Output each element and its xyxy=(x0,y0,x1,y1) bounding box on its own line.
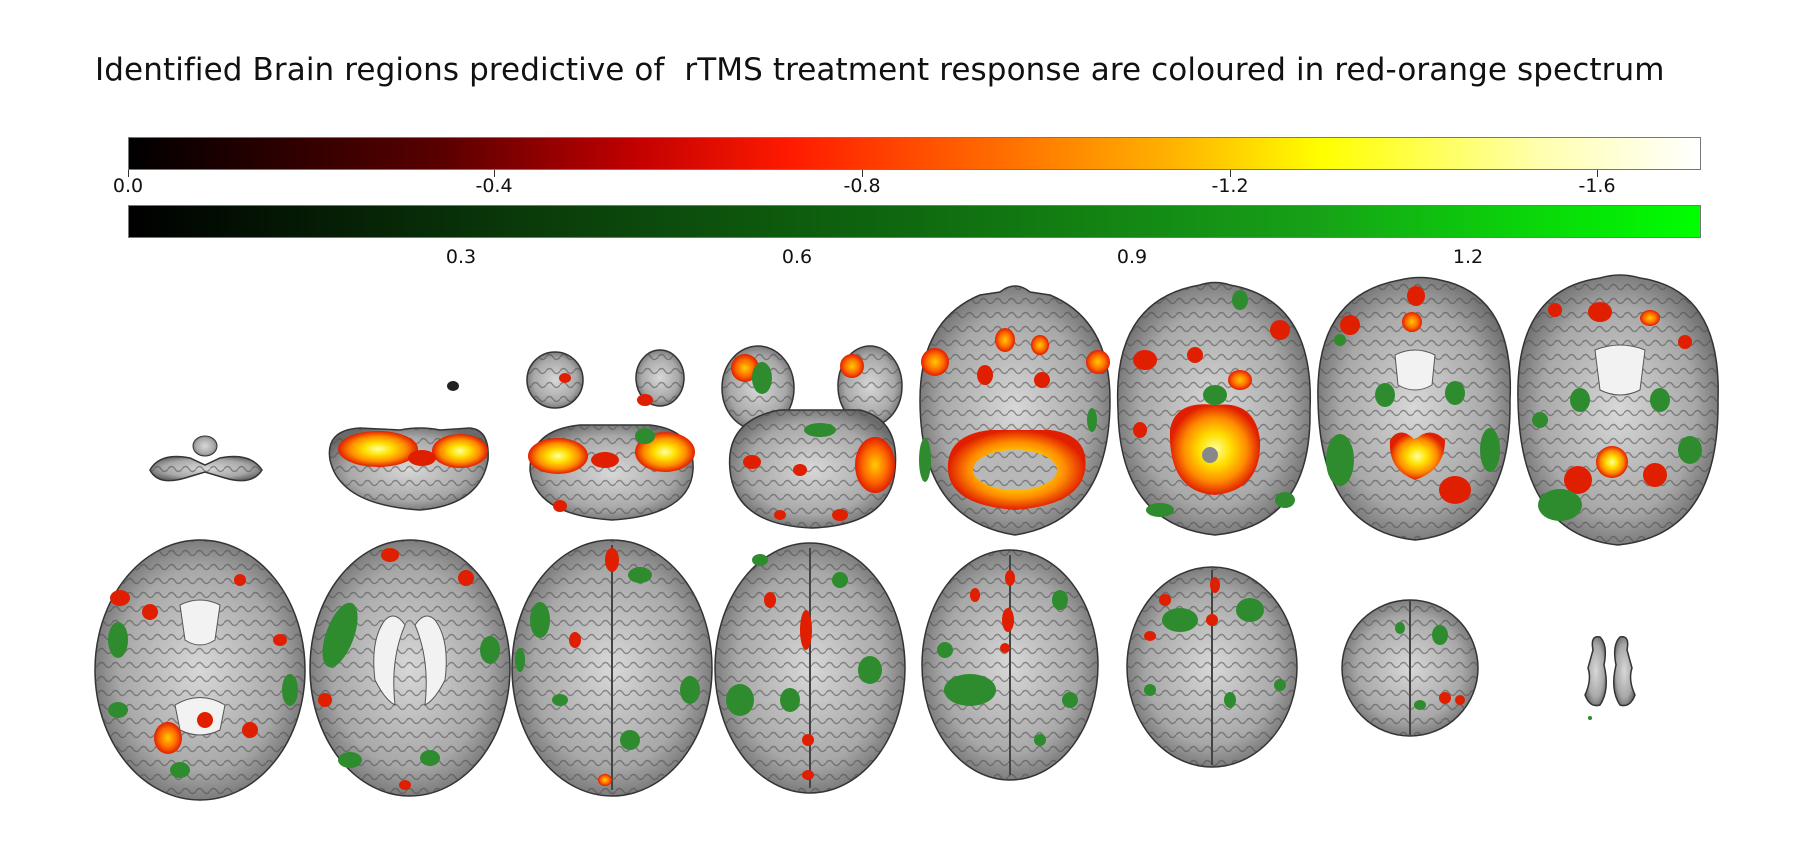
axial-slice-9 xyxy=(94,539,306,801)
tickmark-neg-1 xyxy=(494,170,495,177)
axial-slice-3 xyxy=(526,349,695,521)
axial-slice-8 xyxy=(1517,274,1719,546)
pos-tick-label: 0.6 xyxy=(781,246,813,268)
neg-tick-label: -0.8 xyxy=(843,175,881,197)
axial-slice-1 xyxy=(149,435,263,482)
tickmark-neg-0 xyxy=(128,170,129,177)
axial-slice-13 xyxy=(921,549,1099,781)
pos-tick-label: 0.9 xyxy=(1116,246,1148,268)
axial-slice-7 xyxy=(1317,276,1512,541)
figure-title: Identified Brain regions predictive of r… xyxy=(95,52,1665,88)
neg-tick-label: -0.4 xyxy=(475,175,513,197)
axial-slice-15 xyxy=(1341,599,1479,737)
axial-slice-14 xyxy=(1126,566,1298,768)
axial-slice-11 xyxy=(511,539,713,797)
neg-tick-label: -1.6 xyxy=(1578,175,1616,197)
axial-slice-5 xyxy=(919,285,1111,536)
tickmark-neg-2 xyxy=(862,170,863,177)
axial-slice-12 xyxy=(714,542,906,794)
axial-slice-10 xyxy=(309,539,511,797)
axial-slice-2 xyxy=(328,381,489,511)
tickmark-neg-3 xyxy=(1230,170,1231,177)
positive-colorbar xyxy=(128,205,1701,238)
axial-slice-4 xyxy=(721,345,903,529)
negative-colorbar xyxy=(128,137,1701,170)
axial-slice-16 xyxy=(1584,636,1636,720)
pos-tick-label: 0.3 xyxy=(445,246,477,268)
neg-tick-label: 0.0 xyxy=(112,175,144,197)
axial-slice-6 xyxy=(1116,281,1312,536)
neg-tick-label: -1.2 xyxy=(1211,175,1249,197)
tickmark-neg-4 xyxy=(1597,170,1598,177)
pos-tick-label: 1.2 xyxy=(1452,246,1484,268)
